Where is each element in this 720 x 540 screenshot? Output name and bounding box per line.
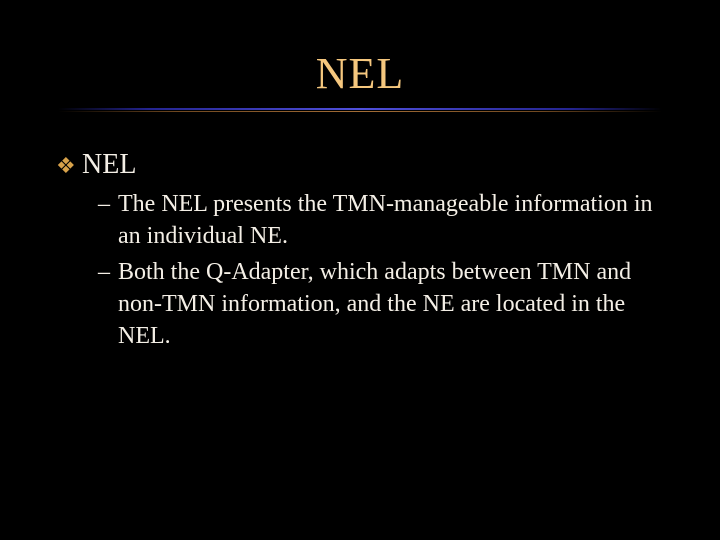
bullet-level2: – The NEL presents the TMN-manageable in… [98,188,672,252]
bullet-level2-text: The NEL presents the TMN-manageable info… [118,188,658,252]
bullet-level1-text: NEL [82,148,136,182]
slide-body: ❖ NEL – The NEL presents the TMN-managea… [56,148,672,352]
bullet-level2-text: Both the Q-Adapter, which adapts between… [118,256,658,352]
diamond-bullet-icon: ❖ [56,150,82,182]
title-underline [58,108,662,112]
slide: NEL ❖ NEL – The NEL presents the TMN-man… [0,0,720,540]
dash-bullet-icon: – [98,188,118,220]
bullet-level1: ❖ NEL [56,148,672,182]
dash-bullet-icon: – [98,256,118,288]
bullet-level2: – Both the Q-Adapter, which adapts betwe… [98,256,672,352]
underline-gold [58,111,662,112]
underline-blue [58,108,662,110]
slide-title: NEL [0,48,720,99]
